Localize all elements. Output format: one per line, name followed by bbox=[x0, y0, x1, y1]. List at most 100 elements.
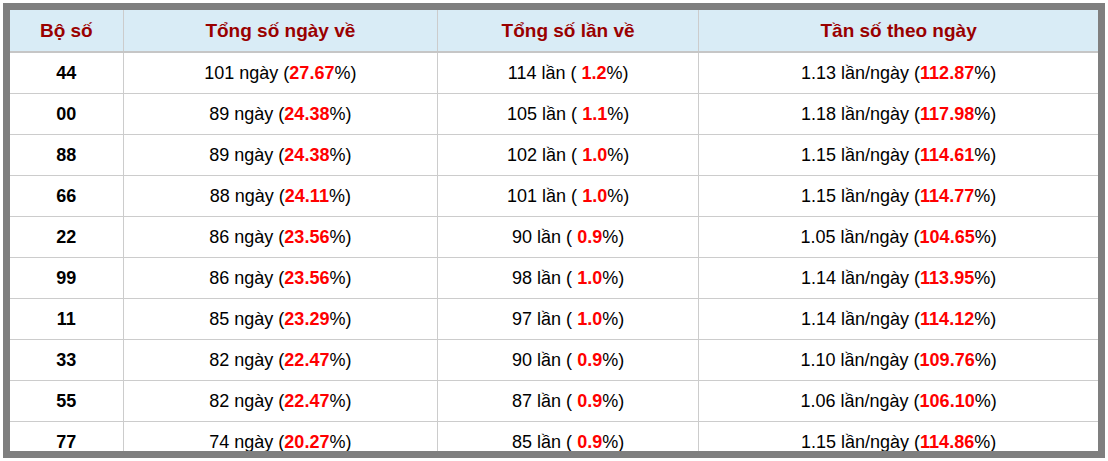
frequency-text: 1.15 lần/ngày ( bbox=[801, 186, 920, 206]
frequency-text-close: %) bbox=[974, 309, 996, 329]
days-text: 86 ngày ( bbox=[209, 268, 284, 288]
days-cell: 86 ngày (23.56%) bbox=[123, 217, 437, 258]
times-cell: 90 lần ( 0.9%) bbox=[438, 340, 699, 381]
times-text-close: %) bbox=[607, 145, 629, 165]
days-text: 101 ngày ( bbox=[204, 63, 289, 83]
times-text-close: %) bbox=[607, 104, 629, 124]
times-text: 102 lần ( bbox=[507, 145, 582, 165]
table-row: 2286 ngày (23.56%)90 lần ( 0.9%)1.05 lần… bbox=[10, 217, 1098, 258]
table-row: 77 74 ngày (20.27%) 85 lần ( 0.9%)1.15 lần… bbox=[10, 422, 1098, 459]
times-percent: 0.9 bbox=[577, 227, 602, 247]
days-text: 86 ngày ( bbox=[209, 227, 284, 247]
days-text-close: %) bbox=[329, 350, 351, 370]
days-text: 82 ngày ( bbox=[209, 391, 284, 411]
days-percent: 23.56 bbox=[284, 227, 329, 247]
table-row: 0089 ngày (24.38%)105 lần ( 1.1%)1.18 lầ… bbox=[10, 94, 1098, 135]
frequency-cell: 1.14 lần/ngày (114.12%) bbox=[699, 299, 1098, 340]
frequency-text: 1.14 lần/ngày ( bbox=[801, 309, 920, 329]
times-cell: 85 lần ( 0.9%) bbox=[438, 422, 699, 459]
frequency-cell: 1.05 lần/ngày (104.65%) bbox=[699, 217, 1098, 258]
pair-cell: 00 bbox=[10, 94, 123, 135]
frequency-percent: 114.12 bbox=[920, 309, 974, 329]
frequency-percent: 106.10 bbox=[920, 391, 975, 411]
column-header-pair: Bộ số bbox=[10, 10, 123, 52]
frequency-cell: 1.06 lần/ngày (106.10%) bbox=[699, 381, 1098, 422]
times-percent: 0.9 bbox=[577, 391, 602, 411]
days-percent: 22.47 bbox=[284, 350, 329, 370]
frequency-text: 1.06 lần/ngày ( bbox=[801, 391, 920, 411]
frequency-text-close: %) bbox=[975, 227, 997, 247]
times-cell: 101 lần ( 1.0%) bbox=[438, 176, 699, 217]
frequency-text-close: %) bbox=[974, 186, 996, 206]
days-text: 82 ngày ( bbox=[209, 350, 284, 370]
days-cell: 89 ngày (24.38%) bbox=[123, 94, 437, 135]
times-text: 87 lần ( bbox=[512, 391, 577, 411]
times-text-close: %) bbox=[602, 350, 624, 370]
days-percent: 24.11 bbox=[285, 186, 329, 206]
times-text: 85 lần ( bbox=[512, 432, 577, 452]
times-text: 98 lần ( bbox=[512, 268, 577, 288]
column-header-days: Tổng số ngày về bbox=[123, 10, 437, 52]
pair-cell: 33 bbox=[10, 340, 123, 381]
frequency-percent: 112.87 bbox=[920, 63, 974, 83]
pair-cell: 66 bbox=[10, 176, 123, 217]
times-cell: 87 lần ( 0.9%) bbox=[438, 381, 699, 422]
frequency-text-close: %) bbox=[975, 350, 997, 370]
frequency-text-close: %) bbox=[974, 432, 996, 452]
pair-cell: 88 bbox=[10, 135, 123, 176]
times-cell: 98 lần ( 1.0%) bbox=[438, 258, 699, 299]
days-text: 74 ngày ( bbox=[209, 432, 284, 452]
days-percent: 22.47 bbox=[284, 391, 329, 411]
times-percent: 1.0 bbox=[577, 309, 602, 329]
days-text-close: %) bbox=[334, 63, 356, 83]
days-percent: 24.38 bbox=[284, 104, 329, 124]
frequency-text-close: %) bbox=[974, 268, 996, 288]
frequency-cell: 1.15 lần/ngày (114.86%) bbox=[699, 422, 1098, 459]
pair-cell: 99 bbox=[10, 258, 123, 299]
frequency-cell: 1.15 lần/ngày (114.61%) bbox=[699, 135, 1098, 176]
times-text-close: %) bbox=[606, 63, 628, 83]
times-text: 90 lần ( bbox=[512, 227, 577, 247]
days-cell: 85 ngày (23.29%) bbox=[123, 299, 437, 340]
frequency-text: 1.15 lần/ngày ( bbox=[801, 145, 920, 165]
lottery-pair-statistics-table: Bộ số Tổng số ngày về Tổng số lần về Tần… bbox=[10, 10, 1098, 458]
times-text-close: %) bbox=[607, 186, 629, 206]
days-percent: 23.56 bbox=[284, 268, 329, 288]
table-row: 1185 ngày (23.29%)97 lần ( 1.0%)1.14 lần… bbox=[10, 299, 1098, 340]
days-percent: 23.29 bbox=[284, 309, 329, 329]
times-percent: 0.9 bbox=[577, 350, 602, 370]
days-cell: 82 ngày (22.47%) bbox=[123, 340, 437, 381]
days-text-close: %) bbox=[329, 104, 351, 124]
times-cell: 102 lần ( 1.0%) bbox=[438, 135, 699, 176]
days-cell: 88 ngày (24.11%) bbox=[123, 176, 437, 217]
frequency-percent: 114.77 bbox=[920, 186, 974, 206]
pair-cell: 44 bbox=[10, 52, 123, 94]
frequency-percent: 109.76 bbox=[920, 350, 975, 370]
table-row: 3382 ngày (22.47%)90 lần ( 0.9%)1.10 lần… bbox=[10, 340, 1098, 381]
frequency-text: 1.14 lần/ngày ( bbox=[801, 268, 920, 288]
frequency-cell: 1.14 lần/ngày (113.95%) bbox=[699, 258, 1098, 299]
frequency-cell: 1.10 lần/ngày (109.76%) bbox=[699, 340, 1098, 381]
times-percent: 1.0 bbox=[582, 186, 607, 206]
times-text-close: %) bbox=[602, 268, 624, 288]
days-text: 85 ngày ( bbox=[209, 309, 284, 329]
days-percent: 20.27 bbox=[284, 432, 329, 452]
days-percent: 24.38 bbox=[284, 145, 329, 165]
days-text: 88 ngày ( bbox=[210, 186, 285, 206]
frequency-text: 1.13 lần/ngày ( bbox=[801, 63, 920, 83]
times-cell: 97 lần ( 1.0%) bbox=[438, 299, 699, 340]
days-text: 89 ngày ( bbox=[209, 104, 284, 124]
days-cell: 101 ngày (27.67%) bbox=[123, 52, 437, 94]
times-text-close: %) bbox=[602, 227, 624, 247]
days-text-close: %) bbox=[329, 145, 351, 165]
days-text-close: %) bbox=[329, 309, 351, 329]
times-text: 105 lần ( bbox=[507, 104, 582, 124]
days-cell: 82 ngày (22.47%) bbox=[123, 381, 437, 422]
pair-cell: 77 bbox=[10, 422, 123, 459]
times-text: 97 lần ( bbox=[512, 309, 577, 329]
pair-cell: 55 bbox=[10, 381, 123, 422]
days-text-close: %) bbox=[329, 186, 351, 206]
frequency-percent: 113.95 bbox=[920, 268, 974, 288]
times-cell: 90 lần ( 0.9%) bbox=[438, 217, 699, 258]
pair-cell: 11 bbox=[10, 299, 123, 340]
